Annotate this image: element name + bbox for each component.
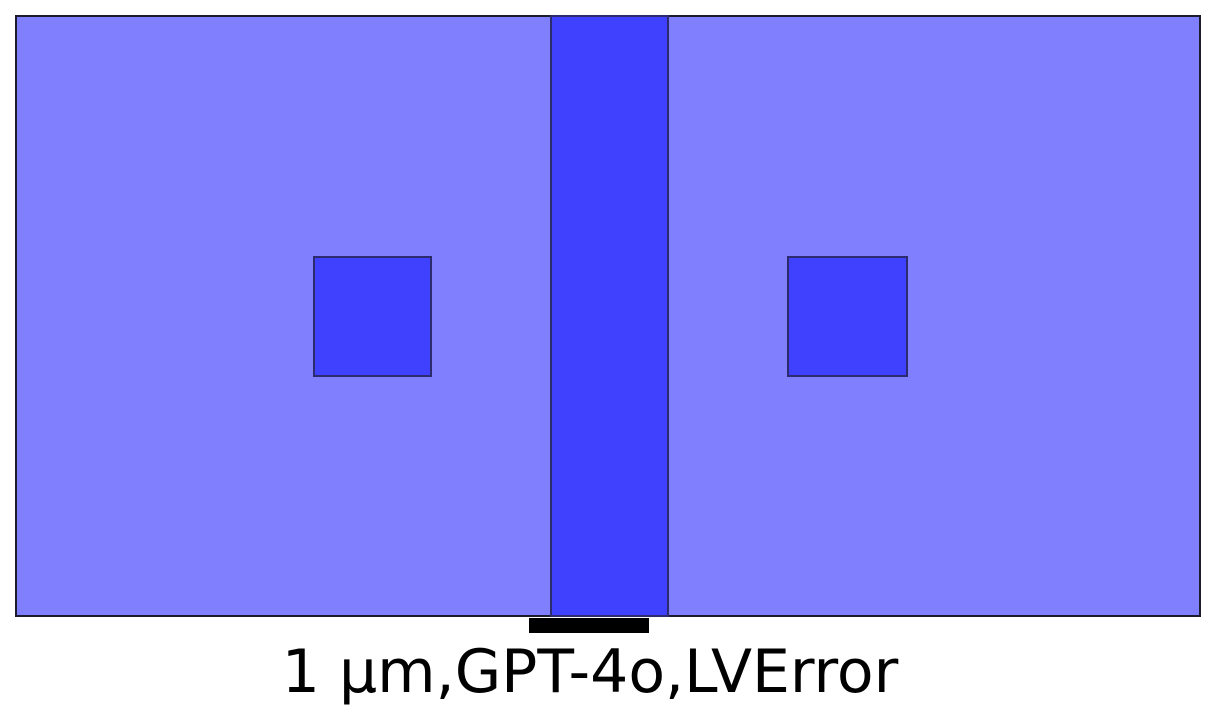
center-vertical-bar [550,15,669,617]
caption-label: 1 µm,GPT-4o,LVError [281,637,899,707]
layout-region [15,15,1201,617]
right-square-feature [787,256,908,377]
left-square-feature [313,256,432,377]
scale-bar [529,618,649,633]
